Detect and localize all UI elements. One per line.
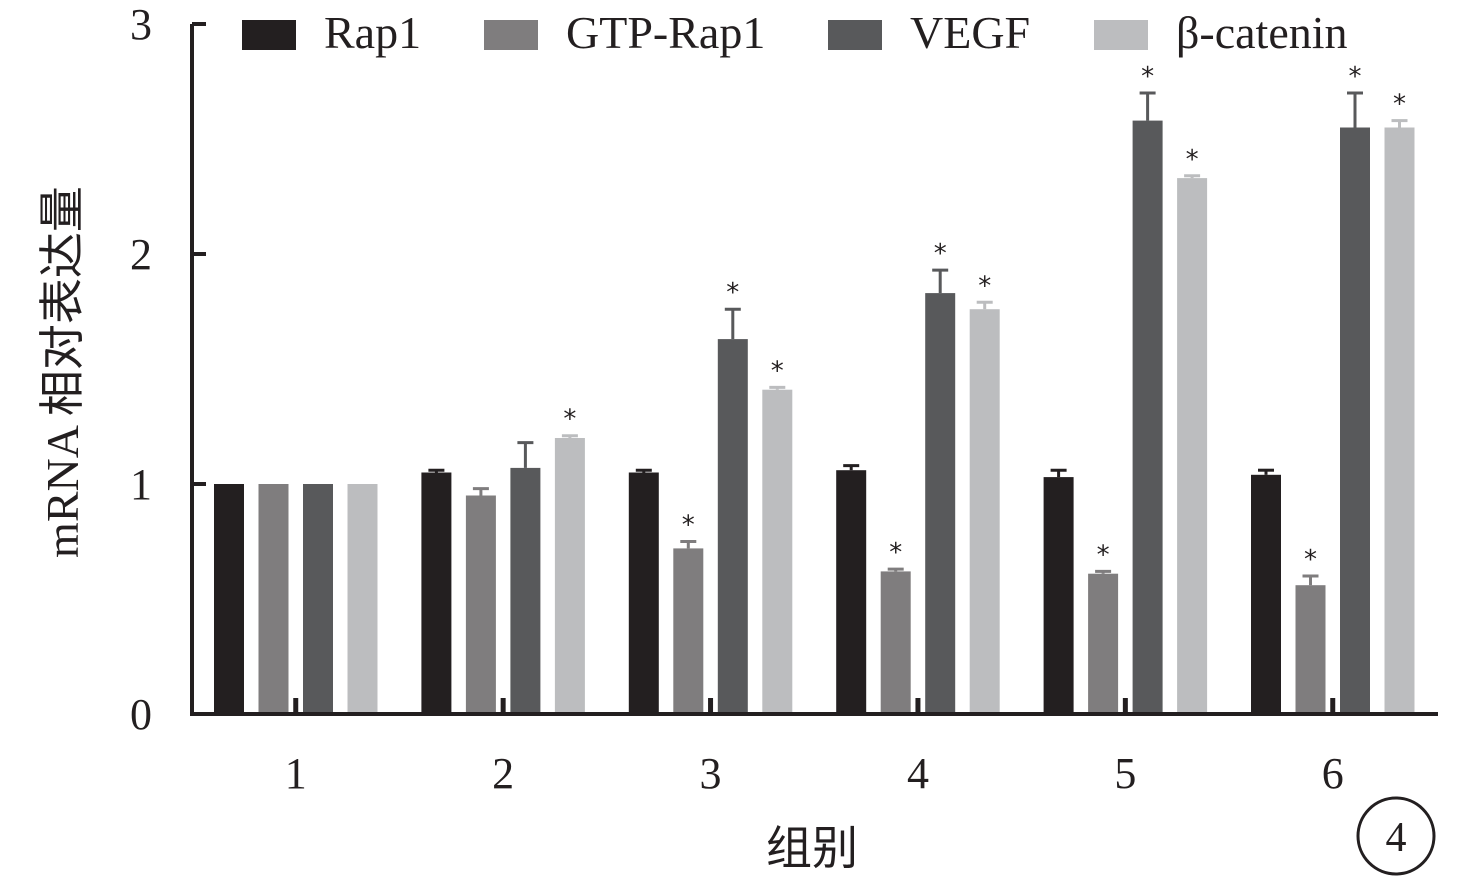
bar-β-catenin-group-2: [554, 438, 585, 714]
panel-label: 4: [1356, 796, 1436, 876]
significance-star: *: [726, 278, 739, 308]
x-axis-title: 组别: [766, 823, 858, 874]
bar-GTP-Rap1-group-5: [1088, 573, 1119, 714]
panel-label-text: 4: [1386, 815, 1407, 861]
x-tick-label: 1: [285, 749, 307, 798]
bar-Rap1-group-1: [214, 484, 244, 714]
axes-layer: [190, 24, 1438, 716]
legend-swatch-GTP-Rap1: [484, 20, 538, 50]
x-tick-label: 2: [492, 749, 514, 798]
x-tick-label: 5: [1114, 749, 1136, 798]
bar-VEGF-group-6: [1340, 127, 1370, 714]
bar-Rap1-group-2: [421, 472, 452, 714]
significance-star: *: [1393, 90, 1406, 120]
bar-Rap1-group-6: [1251, 474, 1281, 714]
y-tick-label: 0: [130, 690, 152, 739]
legend-label-β-catenin: β-catenin: [1176, 7, 1348, 58]
significance-star: *: [1097, 540, 1110, 570]
y-tick-label: 2: [130, 230, 152, 279]
significance-star: *: [1141, 62, 1154, 92]
bar-β-catenin-group-1: [347, 484, 378, 714]
panel-label-circle: [1356, 796, 1436, 876]
legend-label-Rap1: Rap1: [324, 7, 421, 58]
bar-VEGF-group-1: [303, 484, 333, 714]
y-ticks-layer: 0 1 2 3: [130, 0, 206, 739]
bar-Rap1-group-5: [1043, 477, 1074, 714]
y-axis-title: mRNA 相对表达量: [37, 186, 88, 558]
bar-VEGF-group-5: [1132, 120, 1163, 715]
x-ticks-layer: 1 2 3 4 5 6: [285, 698, 1344, 798]
significance-star: *: [1304, 545, 1317, 575]
bar-β-catenin-group-3: [762, 389, 793, 714]
bar-VEGF-group-3: [717, 339, 748, 714]
significance-star: *: [771, 356, 784, 386]
bar-VEGF-group-4: [925, 293, 956, 714]
bar-GTP-Rap1-group-4: [880, 571, 911, 714]
bar-Rap1-group-4: [836, 470, 867, 714]
legend-label-VEGF: VEGF: [910, 7, 1030, 58]
legend: Rap1 GTP-Rap1 VEGF β-catenin: [242, 7, 1348, 58]
y-tick-label: 1: [130, 460, 152, 509]
significance-star: *: [1349, 62, 1362, 92]
significance-star: *: [934, 239, 947, 269]
legend-label-GTP-Rap1: GTP-Rap1: [566, 7, 765, 58]
bar-GTP-Rap1-group-1: [258, 484, 289, 714]
significance-star: *: [1186, 145, 1199, 175]
bar-β-catenin-group-5: [1177, 178, 1208, 715]
legend-swatch-β-catenin: [1094, 20, 1148, 50]
significance-star: *: [563, 405, 576, 435]
bar-Rap1-group-3: [628, 472, 659, 714]
x-tick-label: 3: [700, 749, 722, 798]
x-tick-label: 4: [907, 749, 929, 798]
bar-β-catenin-group-6: [1384, 127, 1415, 714]
bars-layer: * * * * * * * * * * * * *: [214, 62, 1415, 715]
bar-GTP-Rap1-group-6: [1295, 585, 1326, 714]
significance-star: *: [889, 538, 902, 568]
bar-VEGF-group-2: [510, 467, 541, 714]
significance-star: *: [682, 511, 695, 541]
legend-swatch-VEGF: [828, 20, 882, 50]
x-tick-label: 6: [1322, 749, 1344, 798]
bar-GTP-Rap1-group-2: [465, 495, 496, 714]
significance-star: *: [978, 271, 991, 301]
legend-swatch-Rap1: [242, 20, 296, 50]
bar-GTP-Rap1-group-3: [673, 548, 704, 714]
bar-β-catenin-group-4: [969, 309, 1000, 714]
y-tick-label: 3: [130, 0, 152, 49]
